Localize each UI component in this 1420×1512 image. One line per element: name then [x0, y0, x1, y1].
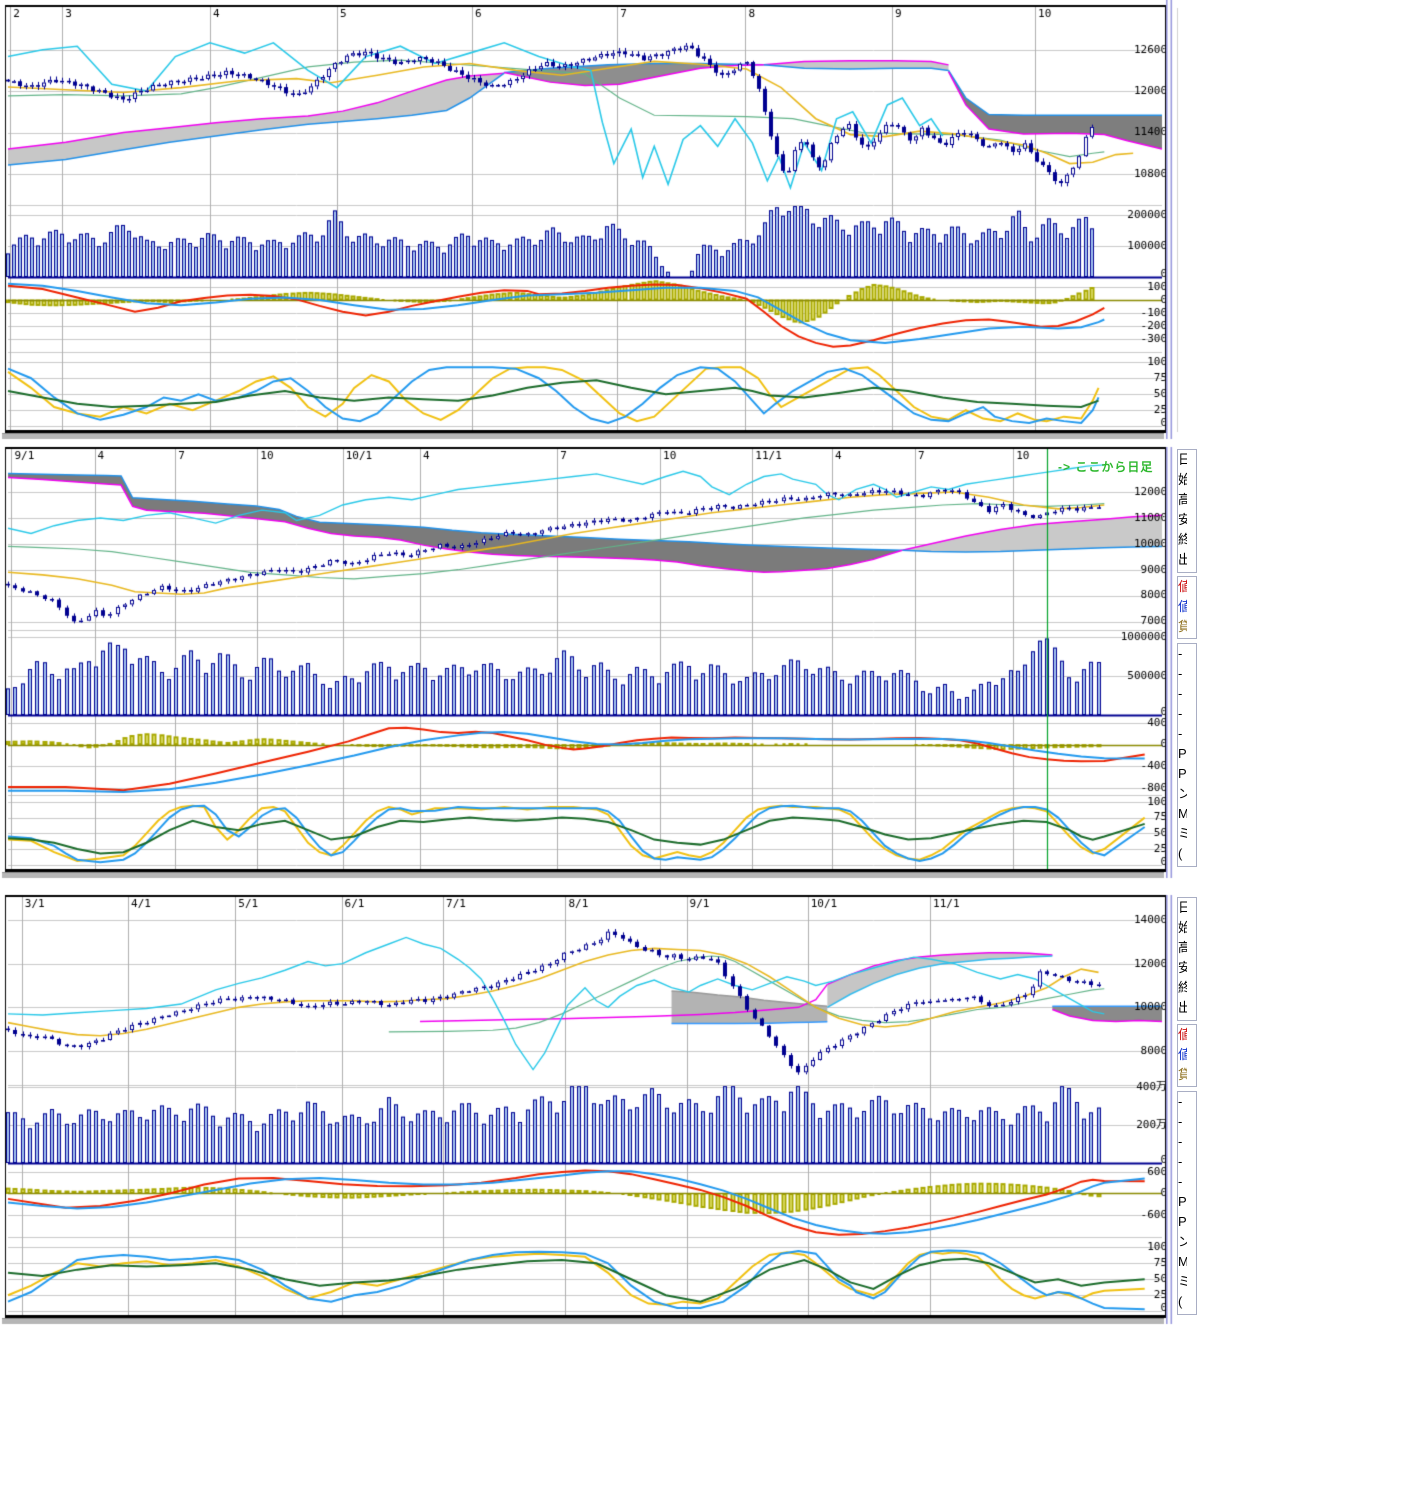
legend-item: P — [1178, 1194, 1187, 1209]
legend-item: 出 — [1178, 550, 1187, 570]
legend-item: P — [1178, 1214, 1187, 1229]
legend-item: M — [1178, 1252, 1187, 1272]
legend-item: 日 — [1178, 898, 1187, 918]
legend-item: - — [1178, 1154, 1183, 1169]
legend-item: 終 — [1178, 978, 1187, 998]
legend-item: P — [1178, 766, 1187, 781]
legend-item: ミ — [1178, 1272, 1187, 1292]
legend-item: ミ — [1178, 824, 1187, 844]
legend-item: 高 — [1178, 938, 1187, 958]
legend-item: ( — [1178, 846, 1183, 861]
legend-item: - — [1178, 1114, 1183, 1129]
legend-group: 日始高安終出 — [1177, 897, 1197, 1021]
annotation-text: -> ここから日足 — [1058, 460, 1154, 474]
legend-item: - — [1178, 726, 1183, 741]
legend-item: 安 — [1178, 958, 1187, 978]
legend-item: ン — [1178, 784, 1187, 804]
legend-item: M — [1178, 804, 1187, 824]
legend-item: P — [1178, 746, 1187, 761]
legend-group: 値値貸 — [1177, 1024, 1197, 1087]
legend-item: 値 — [1178, 577, 1187, 597]
legend-group: -----PPンMミ( — [1177, 643, 1197, 867]
legend-group: 日始高安終出 — [1177, 449, 1197, 573]
legend-item: - — [1178, 1094, 1183, 1109]
legend-item: ン — [1178, 1232, 1187, 1252]
legend-item: 始 — [1178, 918, 1187, 938]
legend-item: ( — [1178, 1294, 1183, 1309]
legend-item: 始 — [1178, 470, 1187, 490]
legend-item: - — [1178, 686, 1183, 701]
legend-item: 終 — [1178, 530, 1187, 550]
legend-item: 貸 — [1178, 1065, 1187, 1085]
daily-start-annotation: -> ここから日足 — [1058, 458, 1153, 475]
legend-item: 高 — [1178, 490, 1187, 510]
legend-item: 貸 — [1178, 617, 1187, 637]
legend-item: - — [1178, 666, 1183, 681]
legend-item: - — [1178, 646, 1183, 661]
legend-item: - — [1178, 1174, 1183, 1189]
legend-item: - — [1178, 1134, 1183, 1149]
legend-group: -----PPンMミ( — [1177, 1091, 1197, 1315]
legend-item: 値 — [1178, 1045, 1187, 1065]
legend-item: 出 — [1178, 998, 1187, 1018]
legend-item: - — [1178, 706, 1183, 721]
legend-item: 日 — [1178, 450, 1187, 470]
legend-item: 安 — [1178, 510, 1187, 530]
legend-group: 値値貸 — [1177, 576, 1197, 639]
legend-item: 値 — [1178, 1025, 1187, 1045]
legend-item: 値 — [1178, 597, 1187, 617]
